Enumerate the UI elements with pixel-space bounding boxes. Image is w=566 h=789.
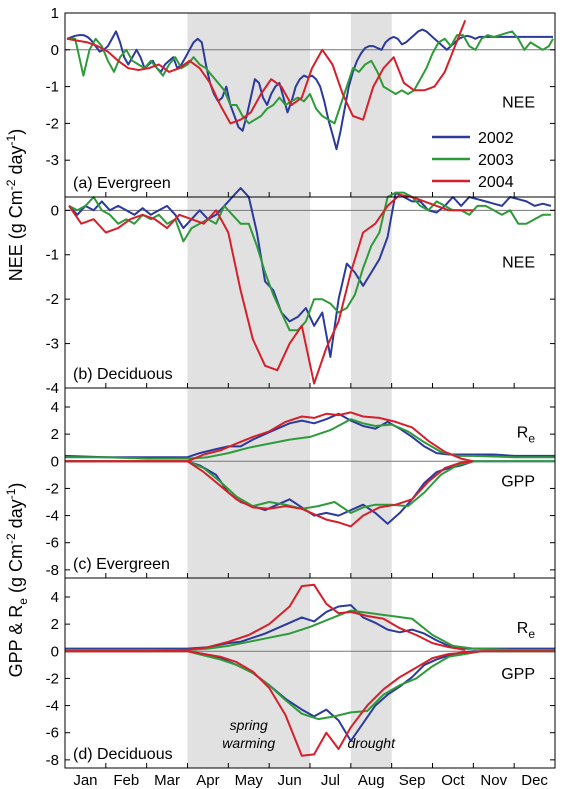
y-axis-label-part: -2 <box>4 179 18 190</box>
panel-label: (a) Evergreen <box>73 175 171 192</box>
y-tick-label: 4 <box>51 589 59 606</box>
series-2004 <box>65 583 466 653</box>
y-axis-label-part: -1 <box>4 134 18 145</box>
variable-label-main: R <box>517 620 529 637</box>
y-axis-label-part: R <box>6 605 26 618</box>
y-axis-label-part: NEE (g <box>6 218 26 281</box>
shaded-period-2 <box>350 13 392 768</box>
y-axis-label-part: -2 <box>4 533 18 544</box>
legend-label: 2002 <box>478 130 514 147</box>
y-tick-label: 2 <box>51 426 59 443</box>
y-tick-label: -1 <box>46 247 59 264</box>
y-tick-label: -6 <box>46 725 59 742</box>
y-axis-label-part: day <box>6 145 26 174</box>
month-label: Nov <box>480 772 507 789</box>
y-tick-label: 0 <box>51 453 59 470</box>
variable-label-main: R <box>517 424 529 441</box>
panel-4: 4 2 0 -2 -4 -6 -8 Re GPP (d) Deciduous <box>46 577 556 769</box>
series-2003 <box>68 191 551 332</box>
month-label: Jul <box>321 772 340 789</box>
y-tick-label: -2 <box>46 291 59 308</box>
y-tick-label: 1 <box>51 5 59 22</box>
series-2004 <box>65 411 474 463</box>
period-annotation: spring <box>230 717 268 733</box>
y-tick-label: -8 <box>46 562 59 579</box>
y-tick-label: 4 <box>51 399 59 416</box>
period-annotation: drought <box>348 735 397 751</box>
panel-2: -4 -3 -2 -1 0 NEE (b) Deciduous <box>46 187 556 397</box>
month-label: Aug <box>358 772 385 789</box>
variable-label: NEE <box>502 254 535 271</box>
y-tick-label: -4 <box>46 380 59 397</box>
y-axis-label-part: e <box>16 598 30 605</box>
y-axis-label-gpp-re: GPP & Re (g Cm-2 day-1) <box>4 483 30 678</box>
y-axis-label-part: -1 <box>4 488 18 499</box>
y-axis-label-part: ) <box>6 129 26 135</box>
month-label: Mar <box>154 772 180 789</box>
panel-label: (b) Deciduous <box>73 366 173 383</box>
series-2004 <box>65 650 555 757</box>
panel-frame <box>64 577 556 769</box>
variable-label-main: GPP <box>501 473 535 490</box>
y-tick-label: 0 <box>51 643 59 660</box>
y-tick-label: -1 <box>46 79 59 96</box>
month-label: Dec <box>521 772 548 789</box>
series-2003 <box>65 650 555 721</box>
legend-label: 2003 <box>478 152 514 169</box>
variable-label-main: NEE <box>502 254 535 271</box>
month-label: Sep <box>399 772 426 789</box>
y-tick-label: -2 <box>46 670 59 687</box>
y-axis-label-part: GPP & <box>6 618 26 678</box>
y-axis-label-part: Cm <box>6 190 26 218</box>
series-2004 <box>68 193 474 385</box>
variable-label-main: NEE <box>502 94 535 111</box>
y-tick-label: 0 <box>51 202 59 219</box>
panel-label: (d) Deciduous <box>73 746 173 763</box>
variable-label-main: GPP <box>501 666 535 683</box>
series-2003 <box>65 460 555 514</box>
variable-label: Re <box>517 424 536 445</box>
y-tick-label: -6 <box>46 535 59 552</box>
y-tick-label: -4 <box>46 508 59 525</box>
y-tick-label: 2 <box>51 616 59 633</box>
y-axis-label-part: Cm <box>6 544 26 572</box>
y-axis-label-part: ) <box>6 483 26 489</box>
y-tick-label: -4 <box>46 698 59 715</box>
y-tick-label: 0 <box>51 42 59 59</box>
variable-label: GPP <box>501 473 535 490</box>
legend: 2002 2003 2004 <box>432 130 514 191</box>
y-tick-label: -8 <box>46 752 59 769</box>
y-axis-label-nee: NEE (g Cm-2 day-1) <box>4 129 26 281</box>
month-label: May <box>235 772 264 789</box>
legend-label: 2004 <box>478 174 514 191</box>
variable-label: NEE <box>502 94 535 111</box>
series-2004 <box>66 20 467 125</box>
month-label: Feb <box>113 772 139 789</box>
month-label: Oct <box>441 772 465 789</box>
variable-label: GPP <box>501 666 535 683</box>
y-tick-label: -3 <box>46 152 59 169</box>
y-tick-label: -2 <box>46 115 59 132</box>
y-axis-label-part: (g <box>6 572 26 598</box>
variable-label: Re <box>517 620 536 641</box>
panel-label: (c) Evergreen <box>73 556 170 573</box>
panel-3: 4 2 0 -2 -4 -6 -8 Re GPP (c) Evergreen <box>46 387 556 579</box>
variable-label-sub: e <box>528 431 535 445</box>
month-label: Apr <box>196 772 219 789</box>
y-tick-label: -2 <box>46 480 59 497</box>
y-axis-label-part: day <box>6 499 26 528</box>
series-2003 <box>67 30 554 125</box>
month-label: Jun <box>277 772 301 789</box>
variable-label-sub: e <box>528 627 535 641</box>
panel-1: 1 0 -1 -2 -3 NEE (a) Evergreen <box>46 5 556 198</box>
month-label: Jan <box>73 772 97 789</box>
period-annotation: warming <box>222 735 275 751</box>
y-tick-label: -3 <box>46 336 59 353</box>
series-2004 <box>65 460 474 528</box>
